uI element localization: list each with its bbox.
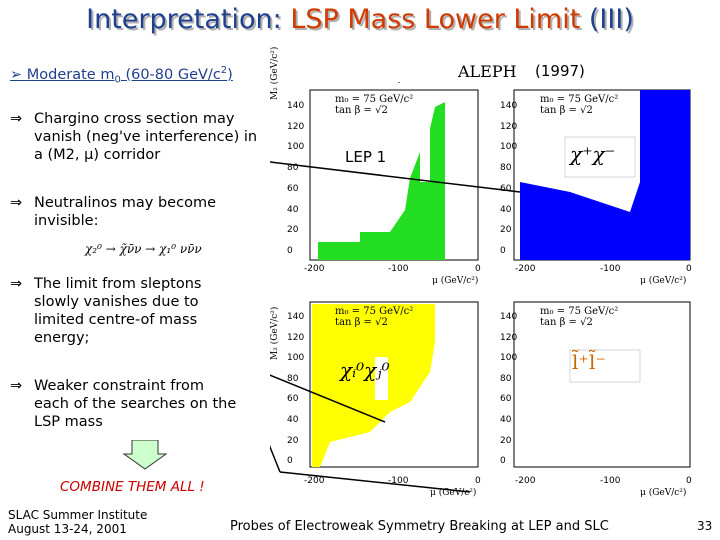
aleph-plots	[270, 82, 691, 493]
x-axis-label-tr: μ (GeV/c²)	[640, 276, 687, 286]
slepton-label: l̃⁺l̃⁻	[572, 350, 606, 374]
bullet-weaker-text: Weaker constraint from each of the searc…	[34, 378, 237, 430]
xtick-tr-1: -100	[600, 264, 621, 274]
panel-bottom-right	[513, 301, 691, 468]
page-number: 33	[697, 519, 713, 533]
param-tanb: tan β = √2	[540, 105, 593, 116]
bullet-neutralino: ⇒ Neutralinos may become invisible:	[10, 194, 265, 230]
xtick-br-1: -100	[600, 476, 621, 486]
panel-top-left	[309, 89, 479, 261]
lep1-label: LEP 1	[345, 148, 387, 166]
implies-arrow-icon: ⇒	[10, 111, 23, 127]
panel-br-param: m₀ = 75 GeV/c² tan β = √2	[540, 306, 618, 328]
neutralino-decay-formula: χ₂⁰ → χ̃ν̄ν → χ₁⁰ νν̄ν	[85, 242, 202, 256]
yticks-tl: 140 120 100 80 60 40 20 0	[287, 101, 305, 256]
xtick-bl-0: -200	[304, 476, 325, 486]
panel-bl-param: m₀ = 75 GeV/c² tan β = √2	[335, 306, 413, 328]
header-bullet-sub: 0	[114, 74, 121, 86]
xtick-bl-1: -100	[388, 476, 409, 486]
yticks-bl: 140 120 100 80 60 40 20 0	[287, 312, 305, 467]
panel-bottom-left	[309, 301, 479, 468]
x-axis-label-tl: μ (GeV/c²)	[432, 276, 479, 286]
param-tanb: tan β = √2	[540, 317, 593, 328]
panel-tl-param: m₀ = 75 GeV/c² tan β = √2	[335, 94, 413, 116]
xtick-tr-0: -200	[515, 264, 536, 274]
x-axis-label-bl: μ (GeV/c²)	[430, 488, 477, 498]
combine-pointer-line	[270, 444, 281, 473]
title-highlight: LSP Mass Lower Limit	[290, 4, 581, 35]
x-axis-label-br: μ (GeV/c²)	[640, 488, 687, 498]
param-m0: m₀ = 75 GeV/c²	[540, 94, 619, 105]
xtick-bl-2: 0	[475, 476, 481, 486]
header-bullet-end: )	[227, 66, 233, 83]
header-bullet: ➢ Moderate m0 (60-80 GeV/c2)	[10, 62, 233, 90]
neutralino-label: χᵢ⁰χⱼ⁰	[340, 358, 390, 382]
implies-arrow-icon: ⇒	[10, 378, 23, 394]
title-suffix: (III)	[580, 4, 634, 35]
footer-center: Probes of Electroweak Symmetry Breaking …	[230, 519, 609, 534]
param-tanb: tan β = √2	[335, 105, 388, 116]
bullet-slepton: ⇒ The limit from sleptons slowly vanishe…	[10, 275, 240, 347]
footer-left: SLAC Summer Institute August 13-24, 2001	[8, 508, 147, 536]
footer-conference: SLAC Summer Institute	[8, 508, 148, 522]
xtick-tr-2: 0	[686, 264, 692, 274]
experiment-label: ALEPH	[458, 62, 517, 81]
yticks-tr: 140 120 100 80 60 40 20 0	[500, 101, 518, 256]
header-bullet-text: Moderate m	[26, 66, 115, 83]
xtick-tl-0: -200	[304, 264, 325, 274]
xtick-br-0: -200	[515, 476, 536, 486]
down-arrow-icon	[122, 440, 168, 470]
param-m0: m₀ = 75 GeV/c²	[335, 306, 414, 317]
yticks-br: 140 120 100 80 60 40 20 0	[500, 312, 518, 467]
bullet-chargino-text: Chargino cross section may vanish (neg'v…	[34, 111, 258, 163]
arrowhead-bullet-icon: ➢	[10, 66, 27, 83]
implies-arrow-icon: ⇒	[10, 276, 23, 292]
xtick-br-2: 0	[686, 476, 692, 486]
combine-text: COMBINE THEM ALL !	[60, 479, 205, 495]
lep1-pointer-line	[270, 161, 521, 193]
neutralino-pointer-line	[270, 374, 386, 423]
bullet-neutralino-text: Neutralinos may become invisible:	[34, 195, 216, 229]
header-bullet-range: (60-80 GeV/c	[120, 66, 221, 83]
bullet-chargino: ⇒ Chargino cross section may vanish (neg…	[10, 110, 265, 164]
panel-top-right	[513, 89, 691, 261]
xtick-tl-2: 0	[475, 264, 481, 274]
param-tanb: tan β = √2	[335, 317, 388, 328]
y-axis-label-bottom: M₂ (GeV/c²)	[270, 306, 280, 360]
panel-tr-param: m₀ = 75 GeV/c² tan β = √2	[540, 94, 618, 116]
year-label: (1997)	[535, 62, 585, 80]
header-bullet-sup: 2	[220, 65, 228, 76]
bullet-weaker: ⇒ Weaker constraint from each of the sea…	[10, 377, 240, 431]
xtick-tl-1: -100	[388, 264, 409, 274]
param-m0: m₀ = 75 GeV/c²	[540, 306, 619, 317]
implies-arrow-icon: ⇒	[10, 195, 23, 211]
slide-title: Interpretation: LSP Mass Lower Limit (II…	[0, 4, 720, 35]
chargino-label: χ⁺χ⁻	[570, 142, 616, 166]
title-prefix: Interpretation:	[86, 4, 291, 35]
y-axis-label-top: M₂ (GeV/c²)	[270, 46, 280, 100]
param-m0: m₀ = 75 GeV/c²	[335, 94, 414, 105]
footer-dates: August 13-24, 2001	[8, 522, 127, 536]
bullet-slepton-text: The limit from sleptons slowly vanishes …	[34, 276, 202, 346]
